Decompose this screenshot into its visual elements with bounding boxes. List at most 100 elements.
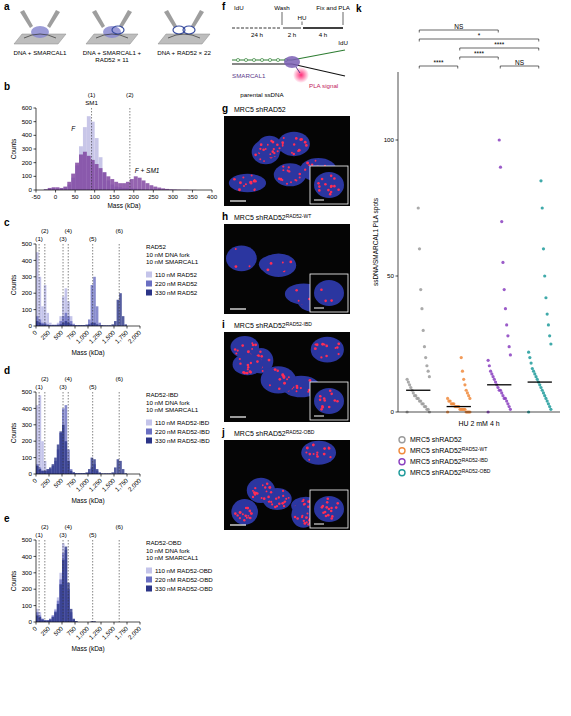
x-tick bbox=[36, 622, 37, 625]
y-axis bbox=[36, 540, 37, 622]
pla-dot bbox=[303, 503, 305, 505]
pla-dot bbox=[333, 177, 336, 180]
pla-dot bbox=[327, 514, 330, 517]
legend-name: MRC5 shRAD52 bbox=[410, 436, 462, 443]
y-axis-title: Counts bbox=[10, 274, 17, 295]
series-label: F + SM1 bbox=[135, 167, 160, 174]
hist-bar bbox=[75, 163, 79, 190]
pla-dot bbox=[235, 265, 238, 268]
hist-bar bbox=[59, 316, 62, 326]
y-tick-label: 200 bbox=[22, 585, 33, 592]
hist-bar bbox=[138, 178, 142, 190]
point bbox=[508, 405, 511, 408]
inset bbox=[310, 382, 348, 420]
image-title: MRC5 shRAD52 bbox=[234, 106, 286, 113]
panel-b: (1)SM1(2)-50050100150200250300350400Mass… bbox=[10, 91, 218, 210]
hist-bar bbox=[157, 188, 161, 190]
arrow bbox=[302, 22, 303, 26]
pla-dot bbox=[282, 166, 284, 168]
ref-line bbox=[44, 392, 45, 474]
pla-dot bbox=[268, 486, 271, 489]
hist-bar bbox=[36, 609, 39, 622]
hist-bar bbox=[54, 609, 57, 622]
pla-dot bbox=[330, 299, 333, 302]
pla-dot bbox=[259, 158, 261, 160]
pla-dot bbox=[324, 183, 327, 186]
y-tick-label: 0 bbox=[29, 618, 33, 625]
y-axis-title: ssDNA/SMARCAL1 PLA spots bbox=[372, 197, 380, 286]
series-label: F bbox=[71, 125, 76, 132]
pla-dot bbox=[296, 390, 298, 392]
hist-bar bbox=[102, 172, 106, 190]
ref-line bbox=[119, 540, 120, 622]
point bbox=[527, 351, 530, 354]
y-axis-title: Counts bbox=[10, 422, 17, 443]
point bbox=[542, 247, 545, 250]
panel-d: (1)(2)(3)(4)(5)(6)02505007501,0001,2501,… bbox=[10, 375, 210, 505]
pla-dot bbox=[325, 506, 328, 509]
x-tick-label: 1,750 bbox=[113, 624, 129, 640]
pla-dot bbox=[321, 343, 324, 346]
mean-line bbox=[528, 381, 552, 382]
legend-swatch bbox=[146, 272, 152, 278]
point bbox=[447, 400, 450, 403]
pla-dot bbox=[295, 137, 298, 140]
pla-dot bbox=[308, 453, 311, 456]
pla-dot bbox=[330, 175, 333, 178]
pla-dot bbox=[296, 517, 299, 520]
pla-dot bbox=[247, 368, 249, 370]
y-tick-label: 500 bbox=[22, 536, 33, 543]
hist-bar bbox=[83, 152, 87, 190]
ref-line bbox=[68, 392, 69, 474]
pla-dot bbox=[313, 453, 315, 455]
legend-swatch bbox=[146, 586, 152, 592]
y-axis bbox=[36, 392, 37, 474]
nucleus bbox=[257, 136, 282, 158]
pla-dot bbox=[316, 454, 318, 456]
pla-dot bbox=[284, 500, 286, 502]
legend-swatch bbox=[146, 281, 152, 287]
y-tick-label: 0 bbox=[29, 470, 33, 477]
pla-dot bbox=[239, 511, 242, 514]
nucleus bbox=[229, 174, 266, 192]
hist-bar bbox=[114, 182, 118, 190]
ref-line-label: (1) bbox=[88, 91, 96, 98]
hist-bar bbox=[87, 156, 91, 190]
y-tick-label: 300 bbox=[22, 273, 33, 280]
pla-dot bbox=[247, 364, 250, 367]
pla-dot bbox=[300, 138, 303, 141]
pla-dot bbox=[266, 482, 269, 485]
point bbox=[546, 312, 549, 315]
inset-nucleus bbox=[314, 280, 344, 306]
pla-dot bbox=[269, 153, 271, 155]
panel-letter: g bbox=[222, 103, 228, 114]
x-tick-label: 1,000 bbox=[74, 624, 90, 640]
y-tick-label: 0 bbox=[391, 408, 395, 415]
point bbox=[462, 378, 465, 381]
schematic-caption: DNA + SMARCAL1 bbox=[13, 49, 67, 56]
pla-dot bbox=[304, 141, 307, 144]
y-tick bbox=[34, 556, 37, 557]
title-superscript: RAD52-WT bbox=[286, 213, 312, 219]
point bbox=[427, 370, 430, 373]
significance-label: NS bbox=[515, 59, 525, 66]
point bbox=[493, 378, 496, 381]
pla-dot bbox=[246, 517, 248, 519]
hist-bar bbox=[91, 458, 94, 474]
pla-dot bbox=[237, 349, 239, 351]
pla-dot bbox=[320, 288, 323, 291]
label: Fix and PLA bbox=[316, 4, 351, 11]
pla-dot bbox=[303, 503, 306, 506]
pla-dot bbox=[328, 508, 331, 511]
point bbox=[406, 378, 409, 381]
ref-line-label: (2) bbox=[126, 91, 134, 98]
pla-dot bbox=[281, 141, 284, 144]
x-axis-title: Mass (kDa) bbox=[71, 497, 104, 505]
y-tick-label: 100 bbox=[384, 136, 395, 143]
y-tick-label: 50 bbox=[387, 272, 394, 279]
pla-dot bbox=[283, 375, 286, 378]
hist-bar bbox=[95, 164, 99, 190]
x-axis-title: Mass (kDa) bbox=[71, 349, 104, 357]
inset-nucleus bbox=[314, 388, 344, 414]
hist-bar bbox=[67, 182, 71, 190]
